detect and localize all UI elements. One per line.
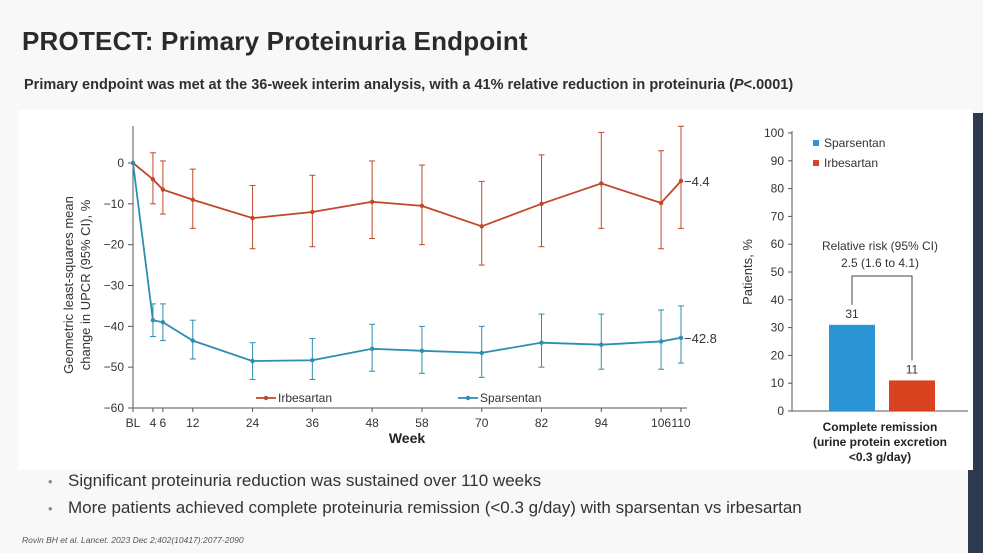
line-chart-x-label: Week [389,430,426,446]
line-chart-x-tick-label: 24 [246,416,260,430]
series-line-sparsentan [132,162,682,362]
bullet-text: More patients achieved complete proteinu… [68,498,802,517]
bar-chart-y-tick-label: 10 [771,376,785,390]
relative-risk-value: 2.5 (1.6 to 4.1) [841,256,919,270]
chart-panel [18,110,973,470]
line-chart-x-tick-label: BL [126,416,141,430]
slide-subtitle: Primary endpoint was met at the 36-week … [24,77,793,93]
data-point-irbesartan [369,199,375,204]
legend-marker-sparsentan [465,395,471,401]
bar-chart-y-tick-label: 60 [771,237,785,251]
data-point-irbesartan [150,177,156,182]
legend-label-sparsentan: Sparsentan [480,391,541,405]
bar-legend-swatch-sparsentan [813,140,819,146]
bar-value-label: 11 [906,362,919,376]
line-chart-y-tick-label: −20 [104,238,125,252]
line-chart-x-tick-label: 36 [306,416,320,430]
data-point-sparsentan [190,338,195,343]
data-point-irbesartan [599,181,604,186]
bullet-dot-icon: • [48,474,53,489]
line-chart-y-tick-label: −60 [104,401,125,415]
bullet-dot-icon: • [48,501,53,516]
legend-label-irbesartan: Irbesartan [278,391,332,405]
data-point-irbesartan [250,215,255,221]
subtitle-prefix: Primary endpoint was met at the 36-week … [24,77,734,93]
line-chart-x-tick-label: 58 [415,416,429,430]
data-point-irbesartan [160,187,166,192]
data-point-sparsentan [658,339,664,344]
end-value-label: −4.4 [684,174,710,189]
data-point-irbesartan [678,178,684,184]
data-point-irbesartan [658,200,664,206]
line-chart-y-tick-label: −50 [104,360,125,374]
data-point-irbesartan [190,197,195,202]
bar-legend-label-sparsentan: Sparsentan [824,136,885,150]
data-point-sparsentan [369,346,375,351]
data-point-sparsentan [250,358,255,364]
bar-chart-y-tick-label: 30 [771,321,785,335]
data-point-sparsentan [310,358,315,363]
line-chart-y-label-line2: change in UPCR (95% CI), % [78,199,93,370]
line-chart-x-tick-label: 12 [186,416,200,430]
line-chart-y-tick-label: −10 [104,197,125,211]
slide-title: PROTECT: Primary Proteinuria Endpoint [22,26,528,56]
line-chart-y-label-line1: Geometric least-squares mean [61,196,76,374]
bar-chart-y-tick-label: 40 [771,293,785,307]
bar-value-label: 31 [845,307,859,321]
line-chart-y-tick-label: −40 [104,319,125,333]
line-chart-y-tick-label: −30 [104,279,125,293]
bar-legend-label-irbesartan: Irbesartan [824,156,878,170]
citation: Rovin BH et al. Lancet. 2023 Dec 2;402(1… [22,535,244,545]
bullet-text: Significant proteinuria reduction was su… [68,471,542,490]
line-chart-y-tick-label: 0 [117,156,124,170]
subtitle-suffix: <.0001) [743,77,794,93]
line-chart-x-tick-label: 106 [651,416,671,430]
bullet-item: • Significant proteinuria reduction was s… [48,467,802,494]
data-point-sparsentan [539,340,544,345]
legend-marker-irbesartan [263,395,269,401]
line-chart-x-tick-label: 110 [671,416,690,430]
data-point-irbesartan [479,224,484,229]
bar-chart-y-tick-label: 100 [764,126,784,140]
bar-chart-x-label-line: <0.3 g/day) [849,450,911,464]
line-chart-x-tick-label: 48 [365,416,379,430]
line-chart-x-tick-label: 70 [475,416,489,430]
bar-chart-y-tick-label: 70 [771,209,785,223]
bar-irbesartan [889,380,935,411]
bar-sparsentan [829,324,875,411]
bar-chart-y-tick-label: 20 [771,348,785,362]
line-chart-x-tick-label: 82 [535,416,549,430]
data-point-sparsentan [130,160,136,166]
end-value-label: −42.8 [684,331,717,346]
data-point-sparsentan [678,335,684,340]
bullet-list: • Significant proteinuria reduction was s… [48,467,802,521]
bar-chart-y-tick-label: 50 [771,265,785,279]
line-chart-x-tick-label: 94 [595,416,609,430]
line-chart-x-tick-label: 6 [160,416,167,430]
relative-risk-bracket [851,275,913,361]
bar-chart-x-label-line: Complete remission [823,420,938,434]
data-point-sparsentan [599,342,604,347]
data-point-irbesartan [419,203,425,209]
line-chart-x-tick-label: 4 [150,416,157,430]
data-point-sparsentan [419,348,425,354]
data-point-irbesartan [539,201,544,207]
series-line-irbesartan [132,162,682,228]
bar-chart-y-tick-label: 80 [771,182,785,196]
bullet-item: • More patients achieved complete protein… [48,494,802,521]
bar-chart-y-label: Patients, % [740,239,755,305]
relative-risk-label: Relative risk (95% CI) [822,239,938,253]
data-point-sparsentan [479,350,484,356]
bar-chart-x-label-line: (urine protein excretion [813,435,947,449]
data-point-sparsentan [160,320,166,325]
bar-legend-swatch-irbesartan [813,160,819,166]
subtitle-p: P [733,77,744,93]
bar-chart-y-tick-label: 0 [777,404,784,418]
data-point-irbesartan [310,209,315,215]
data-point-sparsentan [150,318,156,323]
bar-chart-y-tick-label: 90 [771,154,785,168]
